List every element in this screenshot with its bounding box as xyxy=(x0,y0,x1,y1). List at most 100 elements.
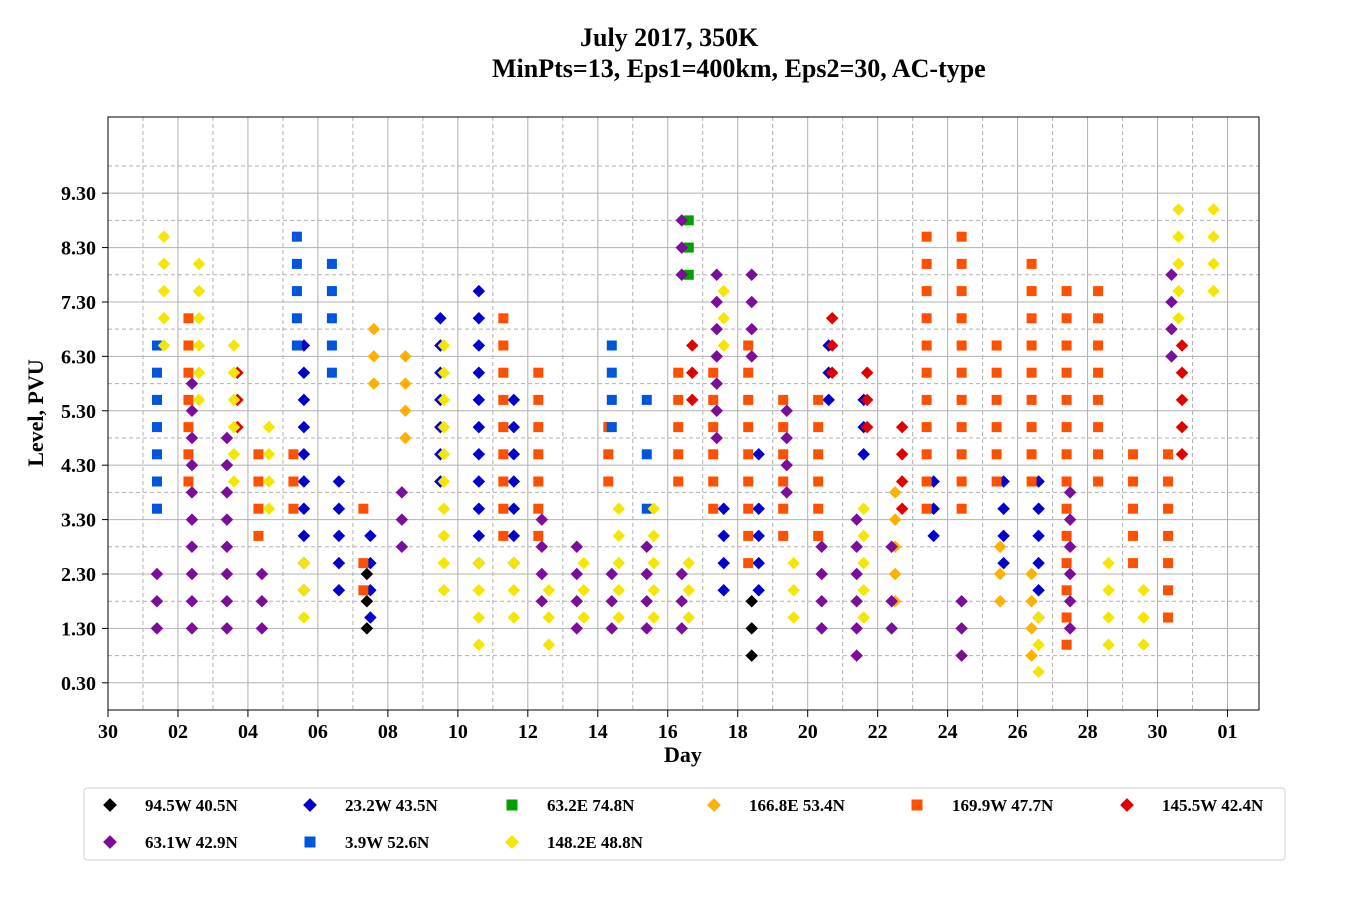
data-point xyxy=(399,404,412,418)
data-point xyxy=(778,449,789,460)
series-3 xyxy=(683,215,694,280)
data-point xyxy=(472,584,486,597)
legend-item: 94.5W 40.5N xyxy=(103,796,238,815)
data-point xyxy=(472,366,486,379)
data-point xyxy=(647,556,661,570)
data-point xyxy=(717,584,730,597)
data-point xyxy=(498,476,509,487)
data-point xyxy=(185,458,199,472)
data-point xyxy=(185,431,199,445)
data-point xyxy=(1137,611,1150,624)
data-point xyxy=(850,622,863,635)
data-point xyxy=(472,611,486,624)
data-point xyxy=(1128,476,1139,487)
data-point xyxy=(1025,649,1038,662)
data-point xyxy=(192,339,206,352)
data-point xyxy=(533,503,544,514)
data-point xyxy=(895,502,909,515)
data-point xyxy=(1061,530,1072,541)
data-point xyxy=(185,404,199,418)
y-tick-label: 4.30 xyxy=(61,455,96,477)
data-point xyxy=(507,448,521,461)
data-point xyxy=(1026,367,1037,378)
data-point xyxy=(921,503,932,514)
data-point xyxy=(778,530,789,541)
data-point xyxy=(1063,513,1077,526)
data-point xyxy=(360,567,374,581)
data-point xyxy=(612,556,626,570)
data-point xyxy=(262,420,276,434)
data-point xyxy=(395,486,409,499)
y-tick-label: 7.30 xyxy=(61,292,96,314)
data-point xyxy=(358,558,369,569)
data-point xyxy=(956,231,967,242)
data-point xyxy=(326,258,337,269)
data-point xyxy=(745,649,758,662)
data-point xyxy=(888,513,902,526)
data-point xyxy=(743,558,754,569)
data-point xyxy=(708,503,719,514)
legend-label: 166.8E 53.4N xyxy=(749,796,846,815)
y-axis: 0.30 1.30 2.30 3.30 4.30 5.30 6.30 7.30 8.30 9.30 xyxy=(61,183,108,695)
data-point xyxy=(647,584,661,597)
legend-label: 23.2W 43.5N xyxy=(345,796,438,815)
legend-item: 63.1W 42.9N xyxy=(103,833,238,852)
data-point xyxy=(860,420,874,434)
data-point xyxy=(183,340,194,351)
data-point xyxy=(647,502,661,515)
data-point xyxy=(472,475,486,488)
legend-frame xyxy=(83,787,1286,861)
data-point xyxy=(227,366,241,379)
data-point xyxy=(1026,476,1037,487)
data-point xyxy=(612,529,626,543)
data-point xyxy=(472,502,486,515)
data-point xyxy=(921,422,932,433)
data-point xyxy=(498,449,509,460)
data-point xyxy=(1025,567,1038,581)
data-point xyxy=(220,540,234,554)
data-point xyxy=(743,422,754,433)
y-tick-label: 6.30 xyxy=(61,346,96,368)
data-point xyxy=(857,529,870,543)
data-point xyxy=(1063,622,1077,635)
data-point xyxy=(183,394,194,405)
legend-label: 148.2E 48.8N xyxy=(547,833,644,852)
data-point xyxy=(603,449,614,460)
data-point xyxy=(993,567,1007,581)
data-point xyxy=(921,313,932,324)
data-point xyxy=(220,622,234,635)
legend-marker xyxy=(103,798,117,812)
data-point xyxy=(682,584,695,597)
data-point xyxy=(1093,422,1104,433)
data-point xyxy=(955,622,968,635)
data-point xyxy=(151,367,162,378)
data-point xyxy=(297,611,311,624)
data-point xyxy=(332,475,346,488)
chart-title: July 2017, 350K xyxy=(580,23,759,52)
data-point xyxy=(743,476,754,487)
data-point xyxy=(472,393,486,407)
data-point xyxy=(745,622,758,635)
legend-item: 145.5W 42.4N xyxy=(1120,796,1264,815)
data-point xyxy=(993,540,1007,554)
data-point xyxy=(1026,286,1037,297)
data-point xyxy=(745,295,758,309)
data-point xyxy=(1026,449,1037,460)
data-point xyxy=(885,594,898,608)
data-point xyxy=(291,313,302,324)
data-point xyxy=(255,622,269,635)
data-point xyxy=(227,393,241,407)
data-point xyxy=(780,431,793,445)
data-point xyxy=(1137,638,1150,651)
data-point xyxy=(1061,340,1072,351)
data-point xyxy=(1165,268,1178,282)
legend-label: 63.1W 42.9N xyxy=(145,833,238,852)
data-point xyxy=(498,394,509,405)
x-tick-label: 08 xyxy=(378,721,398,743)
data-point xyxy=(895,420,909,434)
data-point xyxy=(1172,230,1185,243)
data-point xyxy=(192,366,206,379)
data-point xyxy=(683,269,694,280)
legend-marker xyxy=(506,799,518,811)
data-point xyxy=(1026,258,1037,269)
